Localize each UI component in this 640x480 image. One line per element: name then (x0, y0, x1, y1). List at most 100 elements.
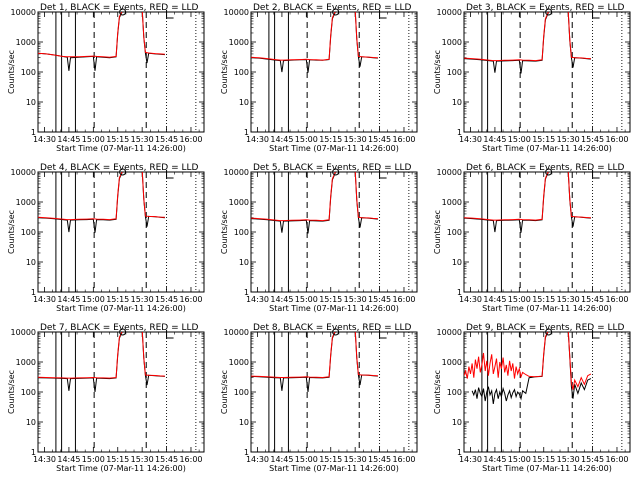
y-axis-label: Counts/sec (433, 370, 442, 414)
y-tick-label: 10000 (224, 328, 249, 337)
panel-title: Det 6, BLACK = Events, RED = LLD (466, 163, 625, 173)
x-tick-label: 16:00 (392, 295, 415, 304)
x-tick-label: 16:00 (179, 295, 202, 304)
x-tick-label: 15:30 (131, 455, 154, 464)
x-tick-label: 14:30 (246, 295, 269, 304)
x-tick-label: 15:15 (106, 135, 129, 144)
y-tick-label: 10 (239, 418, 249, 427)
series-group (251, 332, 378, 393)
series-lld-line (464, 332, 592, 390)
x-axis-label: Start Time (07-Mar-11 14:26:00) (269, 144, 399, 153)
series-group (464, 332, 592, 404)
x-tick-label: 14:45 (270, 135, 293, 144)
series-lld-line (464, 172, 591, 221)
x-axis-label: Start Time (07-Mar-11 14:26:00) (56, 464, 186, 473)
x-tick-label: 15:00 (508, 455, 531, 464)
panel-det-4: Det 4, BLACK = Events, RED = LLD 1 10 100 10… (7, 163, 205, 313)
x-tick-label: 15:00 (295, 135, 318, 144)
y-tick-label: 1000 (442, 198, 462, 207)
panel-title: Det 3, BLACK = Events, RED = LLD (466, 3, 625, 13)
x-tick-label: 14:45 (483, 455, 506, 464)
x-tick-label: 15:00 (295, 295, 318, 304)
y-tick-label: 10000 (11, 328, 36, 337)
y-axis-label: Counts/sec (220, 210, 229, 254)
y-tick-label: 1 (457, 128, 462, 137)
series-lld-line (251, 332, 378, 379)
y-axis-label: Counts/sec (433, 50, 442, 94)
x-tick-label: 16:00 (605, 455, 628, 464)
x-tick-label: 16:00 (392, 135, 415, 144)
plot-frame (463, 11, 631, 133)
x-tick-label: 14:45 (483, 135, 506, 144)
series-lld-line (251, 172, 378, 222)
y-tick-label: 10 (452, 418, 462, 427)
y-tick-label: 10 (239, 258, 249, 267)
x-axis-label: Start Time (07-Mar-11 14:26:00) (269, 304, 399, 313)
y-tick-label: 1 (457, 288, 462, 297)
x-tick-label: 14:30 (33, 295, 56, 304)
x-tick-label: 15:30 (557, 455, 580, 464)
series-group (464, 172, 591, 233)
panel-det-7: Det 7, BLACK = Events, RED = LLD 1 10 100 10… (7, 323, 205, 473)
series-lld-line (38, 12, 165, 58)
x-tick-label: 15:15 (106, 455, 129, 464)
y-tick-label: 100 (447, 388, 462, 397)
circle-marker (332, 8, 340, 16)
y-tick-label: 1 (31, 128, 36, 137)
panel-det-8: Det 8, BLACK = Events, RED = LLD 1 10 100 10… (220, 323, 418, 473)
y-axis-label: Counts/sec (7, 210, 16, 254)
x-axis-label: Start Time (07-Mar-11 14:26:00) (482, 464, 612, 473)
y-tick-label: 10000 (437, 328, 462, 337)
x-tick-label: 15:00 (82, 135, 105, 144)
bracket-marker (166, 170, 174, 179)
x-tick-label: 15:45 (155, 135, 178, 144)
y-tick-label: 10 (26, 418, 36, 427)
x-tick-label: 14:30 (33, 455, 56, 464)
x-tick-label: 15:45 (581, 135, 604, 144)
panel-title: Det 2, BLACK = Events, RED = LLD (253, 3, 412, 13)
y-tick-label: 100 (234, 388, 249, 397)
y-tick-label: 1 (244, 448, 249, 457)
x-tick-label: 15:30 (344, 135, 367, 144)
x-tick-label: 15:45 (368, 455, 391, 464)
y-tick-label: 10000 (224, 8, 249, 17)
y-tick-label: 10 (239, 98, 249, 107)
x-tick-label: 15:45 (581, 295, 604, 304)
circle-marker (545, 168, 553, 176)
y-tick-label: 10000 (224, 168, 249, 177)
x-tick-label: 15:15 (319, 295, 342, 304)
circle-marker (332, 328, 340, 336)
circle-marker (119, 168, 127, 176)
y-tick-label: 1000 (16, 38, 36, 47)
y-axis-label: Counts/sec (433, 210, 442, 254)
y-tick-label: 1000 (229, 358, 249, 367)
series-events-line (38, 12, 165, 71)
panel-det-9: Det 9, BLACK = Events, RED = LLD 1 10 100 10… (433, 323, 631, 473)
x-tick-label: 14:45 (57, 295, 80, 304)
x-tick-label: 15:15 (319, 455, 342, 464)
plot-frame (250, 11, 418, 133)
x-tick-label: 15:45 (368, 295, 391, 304)
y-tick-label: 1000 (442, 358, 462, 367)
y-tick-label: 1 (244, 288, 249, 297)
x-axis-label: Start Time (07-Mar-11 14:26:00) (56, 144, 186, 153)
circle-marker (119, 8, 127, 16)
x-tick-label: 15:30 (557, 295, 580, 304)
y-tick-label: 10000 (11, 168, 36, 177)
series-lld-line (251, 12, 378, 61)
plot-frame (463, 331, 631, 453)
x-tick-label: 14:45 (270, 455, 293, 464)
y-tick-label: 10000 (437, 168, 462, 177)
plot-frame (250, 171, 418, 293)
x-tick-label: 15:00 (82, 295, 105, 304)
x-tick-label: 15:45 (368, 135, 391, 144)
y-tick-label: 100 (447, 228, 462, 237)
y-tick-label: 100 (21, 68, 36, 77)
circle-marker (545, 328, 553, 336)
bracket-marker (592, 330, 600, 339)
x-tick-label: 16:00 (605, 135, 628, 144)
panel-det-6: Det 6, BLACK = Events, RED = LLD 1 10 100 10… (433, 163, 631, 313)
x-tick-label: 16:00 (605, 295, 628, 304)
series-group (251, 172, 378, 234)
